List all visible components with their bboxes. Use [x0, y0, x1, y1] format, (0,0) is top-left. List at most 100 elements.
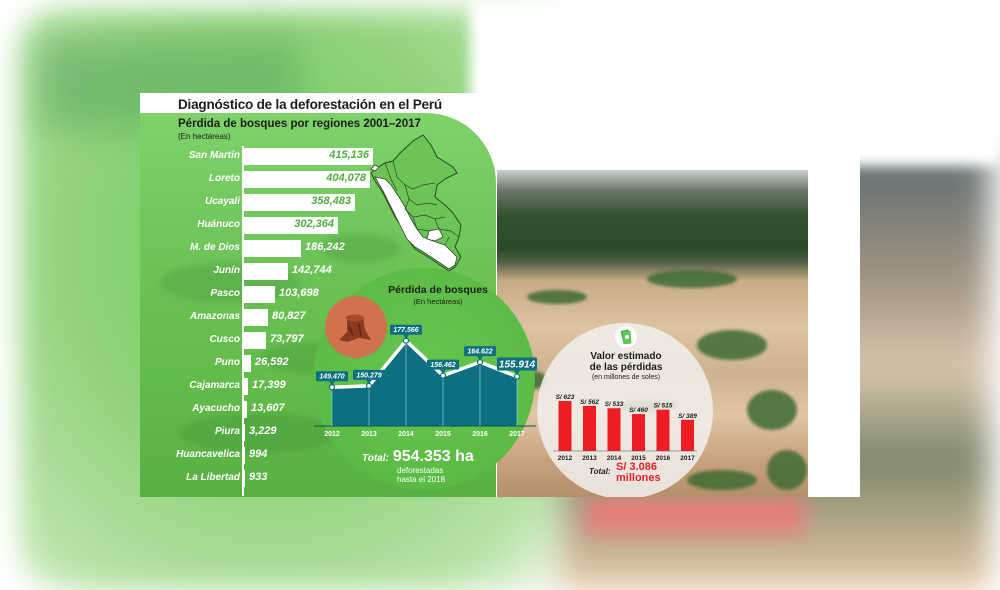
money-bar-value: S/ 515 [654, 403, 673, 410]
x-axis-label: 2015 [435, 431, 451, 438]
money-bar [632, 414, 645, 451]
bar-row: Huánuco 302,364 [140, 215, 480, 238]
bar-row: La Libertad 933 [140, 468, 480, 491]
money-x-axis-label: 2012 [558, 455, 573, 462]
area-value-label: 149.470 [319, 374, 344, 381]
bar-fill [243, 171, 370, 188]
area-chart: 149.470 2012 150.279 2013 177.566 2014 156.462… [314, 324, 537, 438]
tree-stump-icon [325, 296, 387, 358]
bar-value-label: 80,827 [272, 310, 306, 322]
money-bar [583, 405, 596, 451]
bar-category-label: San Martín [188, 150, 240, 161]
bar-row: Amazonas 80,827 [140, 307, 480, 330]
bar-fill [243, 332, 266, 349]
bar-row: Ayacucho 13,607 [140, 399, 480, 422]
total-note-line-1: deforestadas [397, 466, 444, 475]
blurred-red-area [585, 495, 805, 535]
bar-row: Junín 142,744 [140, 261, 480, 284]
bar-category-label: Huánuco [197, 219, 240, 230]
bar-fill [243, 148, 373, 165]
money-bar-value: S/ 460 [629, 407, 648, 414]
bar-category-label: Cajamarca [189, 380, 240, 391]
bar-fill [243, 286, 275, 303]
bar-row: M. de Dios 186,242 [140, 238, 480, 261]
bar-value-label: 933 [249, 471, 268, 483]
money-title-line-2: de las pérdidas [589, 362, 663, 373]
bar-fill [243, 240, 301, 257]
money-bar [607, 408, 621, 451]
bar-fill [243, 378, 248, 395]
line-chart-unit: (En hectáreas) [413, 297, 463, 306]
money-chart-unit: (en millones de soles) [591, 374, 661, 381]
area-value-label: 155.914 [499, 360, 536, 371]
regions-chart-unit: (En hectáreas) [178, 132, 231, 141]
total-label: Total: [362, 453, 389, 464]
bar-category-label: La Libertad [186, 472, 240, 483]
x-axis-label: 2012 [324, 431, 340, 438]
bar-value-label: 142,744 [292, 264, 332, 276]
money-total-label: Total: [589, 467, 611, 476]
money-bar-value: S/ 623 [556, 394, 575, 401]
banknotes-icon [615, 326, 637, 348]
bar-row: San Martín 415,136 [140, 146, 480, 169]
bar-row: Huancavelica 994 [140, 445, 480, 468]
bar-fill [243, 447, 245, 464]
bar-value-label: 73,797 [270, 333, 304, 345]
money-chart-title: Valor estimado de las pérdidas [570, 351, 682, 373]
peru-map-icon [370, 134, 462, 272]
bar-fill [243, 217, 338, 234]
money-bar-chart: S/ 623 2012 S/ 562 2013 S/ 533 2014 S/ 460 2015… [553, 394, 697, 462]
area-value-label: 177.566 [393, 327, 418, 334]
bar-fill [243, 263, 288, 280]
bar-value-label: 186,242 [305, 241, 345, 253]
money-bar-value: S/ 389 [678, 413, 697, 420]
bar-value-label: 3,229 [249, 425, 277, 437]
x-axis-label: 2013 [361, 431, 377, 438]
x-axis-label: 2016 [472, 431, 488, 438]
money-bar [656, 409, 670, 451]
bar-value-label: 302,364 [294, 218, 334, 230]
money-bar-value: S/ 533 [605, 401, 624, 408]
bar-value-label: 17,399 [252, 379, 286, 391]
total-note-line-2: hasta el 2018 [397, 475, 446, 484]
bar-row: Loreto 404,078 [140, 169, 480, 192]
bar-row: Puno 26,592 [140, 353, 480, 376]
bar-value-label: 415,136 [329, 149, 369, 161]
total-note: deforestadas hasta el 2018 [397, 466, 445, 484]
bar-value-label: 103,698 [279, 287, 319, 299]
bar-value-label: 404,078 [326, 172, 366, 184]
bar-category-label: Loreto [208, 173, 240, 184]
bar-value-label: 994 [249, 448, 268, 460]
bar-category-label: Junín [213, 265, 240, 276]
area-fill [332, 340, 517, 426]
money-total-value: S/ 3.086 millones [616, 462, 661, 484]
bar-fill [243, 401, 247, 418]
bar-category-label: Ucayali [204, 196, 240, 207]
money-bar [681, 419, 694, 451]
bar-category-label: Cusco [209, 334, 240, 345]
bar-category-label: Piura [214, 426, 240, 437]
area-value-label: 156.462 [430, 362, 455, 369]
bar-category-label: Pasco [210, 288, 240, 299]
regions-chart-title: Pérdida de bosques por regiones 2001–201… [178, 118, 421, 130]
x-axis-label: 2017 [509, 431, 525, 438]
bar-category-label: Amazonas [189, 311, 240, 322]
page-title: Diagnóstico de la deforestación en el Pe… [178, 97, 442, 112]
money-total-line-1: S/ 3.086 [616, 461, 657, 473]
bar-category-label: M. de Dios [189, 242, 240, 253]
bar-fill [243, 355, 251, 372]
x-axis-label: 2014 [398, 431, 414, 438]
money-x-axis-label: 2013 [582, 455, 597, 462]
money-x-axis-label: 2017 [680, 455, 695, 462]
bar-value-label: 358,483 [311, 195, 351, 207]
bar-fill [243, 424, 245, 441]
total-value: 954.353 ha [392, 448, 474, 465]
bar-category-label: Puno [215, 357, 240, 368]
bar-value-label: 13,607 [251, 402, 285, 414]
bar-fill [243, 470, 245, 487]
bar-row: Piura 3,229 [140, 422, 480, 445]
line-chart-total: Total: 954.353 ha [362, 448, 474, 466]
money-x-axis-label: 2014 [607, 455, 622, 462]
bar-row: Cajamarca 17,399 [140, 376, 480, 399]
bar-category-label: Huancavelica [176, 449, 240, 460]
